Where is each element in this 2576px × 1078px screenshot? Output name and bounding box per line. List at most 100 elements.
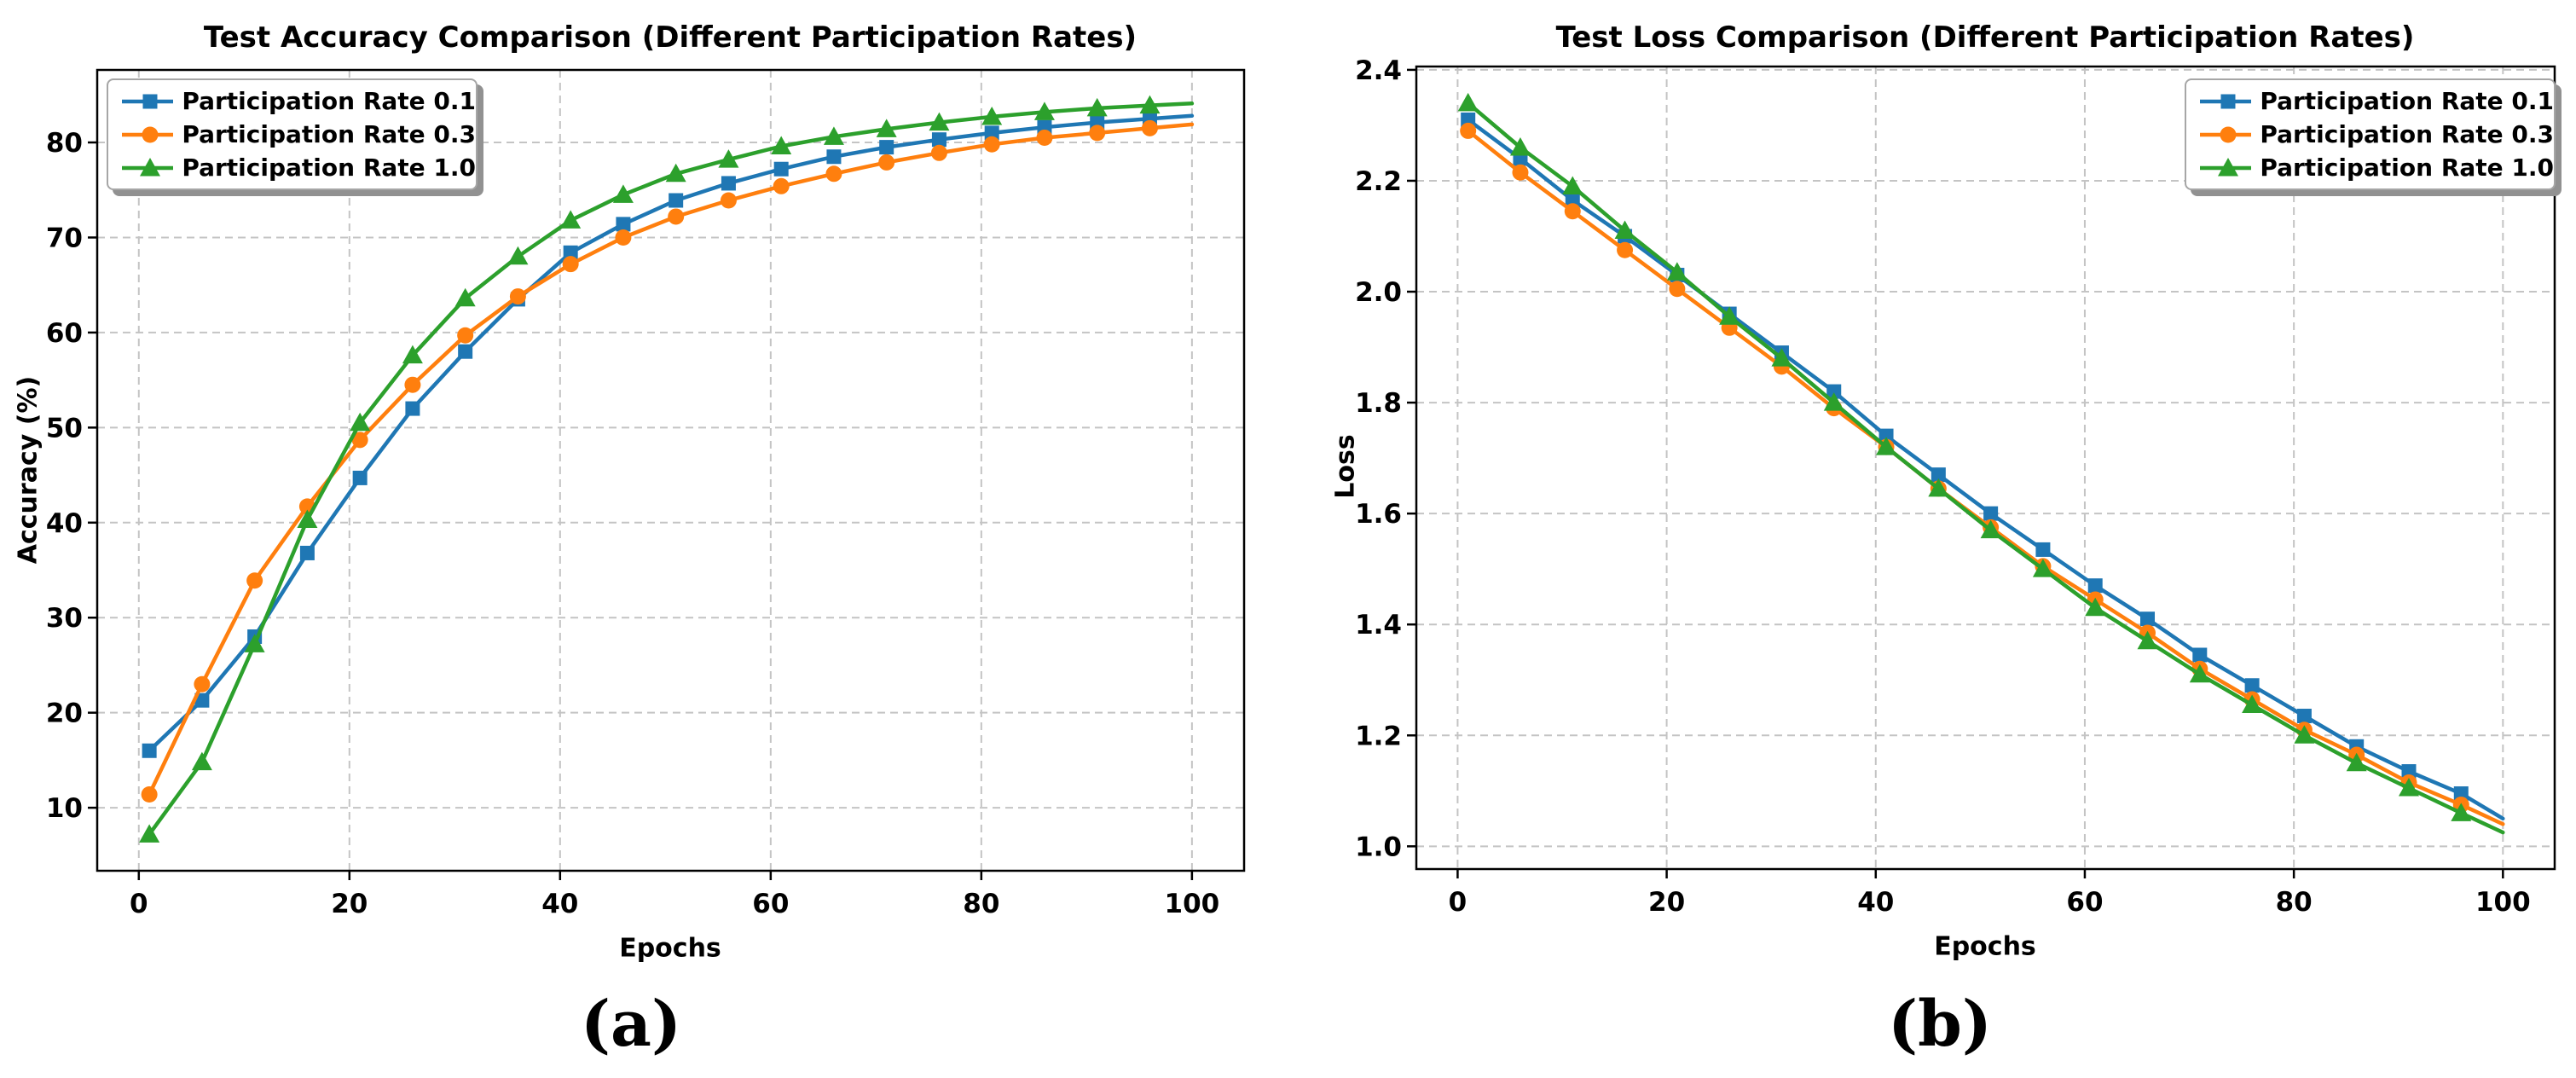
legend-square-marker-icon bbox=[122, 94, 174, 108]
series-marker-participation-rate-1.0 bbox=[2346, 752, 2367, 772]
legend-item-rate-1.0: Participation Rate 1.0 bbox=[119, 151, 476, 184]
y-tick-label: 2.0 bbox=[1355, 277, 1402, 308]
x-tick-label: 40 bbox=[1857, 887, 1894, 918]
y-tick-label: 10 bbox=[46, 793, 83, 824]
series-marker-participation-rate-0.1 bbox=[299, 545, 315, 560]
y-tick-label: 1.8 bbox=[1355, 388, 1402, 419]
loss-plot-area: 0 20 40 60 80 100 1.0 1.2 1.4 1.6 1.8 2.0 2.2 2.4 bbox=[1355, 55, 2556, 918]
series-marker-participation-rate-1.0 bbox=[191, 751, 212, 771]
series-marker-participation-rate-0.1 bbox=[1931, 467, 1946, 483]
legend-sample-marker bbox=[140, 157, 160, 176]
series-marker-participation-rate-0.1 bbox=[826, 149, 842, 165]
series-marker-participation-rate-1.0 bbox=[2294, 725, 2315, 744]
x-tick-label: 100 bbox=[1165, 889, 1220, 919]
series-marker-participation-rate-1.0 bbox=[1771, 348, 1792, 367]
y-tick-label: 2.4 bbox=[1355, 55, 1402, 86]
loss-legend: Participation Rate 0.1 Participation Rat… bbox=[2185, 78, 2556, 190]
series-marker-participation-rate-0.3 bbox=[1141, 119, 1158, 136]
series-marker-participation-rate-0.1 bbox=[2244, 678, 2260, 693]
series-marker-participation-rate-1.0 bbox=[929, 112, 950, 131]
series-marker-participation-rate-0.1 bbox=[458, 344, 473, 359]
y-tick-label: 2.2 bbox=[1355, 166, 1402, 197]
legend-label: Participation Rate 1.0 bbox=[2260, 154, 2554, 182]
series-marker-participation-rate-0.1 bbox=[405, 401, 420, 416]
series-marker-participation-rate-0.1 bbox=[984, 125, 999, 141]
y-tick-label: 20 bbox=[46, 698, 83, 729]
series-marker-participation-rate-1.0 bbox=[2137, 630, 2158, 650]
x-tick-label: 60 bbox=[752, 889, 789, 919]
series-marker-participation-rate-0.3 bbox=[509, 288, 526, 305]
x-tick-label: 0 bbox=[130, 889, 148, 919]
series-marker-participation-rate-1.0 bbox=[1562, 176, 1583, 194]
series-marker-participation-rate-1.0 bbox=[981, 106, 1003, 125]
series-marker-participation-rate-0.3 bbox=[1617, 241, 1634, 258]
series-marker-participation-rate-0.1 bbox=[773, 161, 789, 177]
loss-y-axis-label: Loss bbox=[1330, 434, 1361, 499]
series-marker-participation-rate-0.3 bbox=[1460, 122, 1477, 139]
series-marker-participation-rate-0.3 bbox=[1089, 125, 1106, 142]
caption-b: (b) bbox=[1888, 988, 1992, 1061]
legend-label: Participation Rate 0.3 bbox=[182, 120, 476, 148]
y-tick-label: 30 bbox=[46, 603, 83, 634]
y-tick-label: 40 bbox=[46, 508, 83, 539]
accuracy-legend: Participation Rate 0.1 Participation Rat… bbox=[107, 78, 478, 190]
legend-sample-marker bbox=[2220, 94, 2236, 108]
y-tick-label: 1.6 bbox=[1355, 499, 1402, 530]
legend-sample-marker bbox=[2220, 126, 2237, 142]
legend-label: Participation Rate 0.3 bbox=[2260, 120, 2554, 148]
series-marker-participation-rate-0.3 bbox=[930, 144, 947, 161]
series-marker-participation-rate-1.0 bbox=[1719, 306, 1740, 325]
series-marker-participation-rate-1.0 bbox=[1666, 262, 1687, 281]
series-participation-rate-0.3 bbox=[141, 119, 1195, 803]
series-marker-participation-rate-0.3 bbox=[351, 432, 368, 449]
series-marker-participation-rate-1.0 bbox=[350, 412, 371, 432]
series-marker-participation-rate-0.1 bbox=[931, 132, 946, 148]
series-marker-participation-rate-1.0 bbox=[1086, 97, 1108, 117]
y-tick-label: 1.0 bbox=[1355, 832, 1402, 862]
series-marker-participation-rate-0.1 bbox=[563, 245, 578, 260]
y-tick-label: 50 bbox=[46, 413, 83, 443]
y-tick-label: 70 bbox=[46, 223, 83, 253]
series-marker-participation-rate-0.1 bbox=[879, 140, 894, 155]
series-participation-rate-0.1 bbox=[1461, 112, 2505, 821]
series-marker-participation-rate-1.0 bbox=[771, 136, 792, 154]
series-marker-participation-rate-1.0 bbox=[2398, 778, 2419, 797]
series-marker-participation-rate-1.0 bbox=[876, 119, 897, 137]
series-participation-rate-0.1 bbox=[142, 111, 1195, 758]
legend-square-marker-icon bbox=[2200, 94, 2252, 108]
series-marker-participation-rate-0.1 bbox=[2087, 578, 2103, 594]
loss-plot-border bbox=[1415, 65, 2556, 871]
series-marker-participation-rate-0.3 bbox=[1669, 281, 1686, 298]
loss-x-axis-label: Epochs bbox=[1934, 931, 2036, 962]
series-participation-rate-1.0 bbox=[139, 95, 1195, 843]
series-marker-participation-rate-0.1 bbox=[2192, 647, 2208, 663]
x-tick-label: 40 bbox=[541, 889, 578, 919]
series-marker-participation-rate-0.1 bbox=[352, 470, 368, 485]
series-marker-participation-rate-0.3 bbox=[246, 572, 263, 589]
x-tick-label: 80 bbox=[963, 889, 999, 919]
series-marker-participation-rate-0.1 bbox=[2401, 764, 2417, 780]
legend-label: Participation Rate 0.1 bbox=[2260, 87, 2554, 115]
accuracy-y-axis-label: Accuracy (%) bbox=[13, 375, 43, 565]
series-participation-rate-1.0 bbox=[1457, 92, 2505, 835]
series-marker-participation-rate-1.0 bbox=[297, 509, 318, 528]
legend-item-rate-1.0: Participation Rate 1.0 bbox=[2197, 151, 2554, 184]
series-marker-participation-rate-0.1 bbox=[2035, 542, 2051, 557]
series-participation-rate-0.3 bbox=[1460, 122, 2505, 826]
series-marker-participation-rate-0.3 bbox=[404, 376, 421, 393]
series-marker-participation-rate-0.1 bbox=[1983, 506, 1999, 521]
series-marker-participation-rate-0.3 bbox=[983, 136, 1000, 153]
series-marker-participation-rate-1.0 bbox=[402, 345, 423, 364]
series-marker-participation-rate-0.3 bbox=[457, 327, 474, 344]
series-marker-participation-rate-1.0 bbox=[2085, 597, 2106, 617]
series-marker-participation-rate-1.0 bbox=[244, 634, 265, 652]
series-marker-participation-rate-0.3 bbox=[141, 786, 158, 803]
caption-a: (a) bbox=[581, 988, 681, 1061]
series-marker-participation-rate-0.1 bbox=[2296, 709, 2312, 724]
series-marker-participation-rate-1.0 bbox=[454, 287, 476, 307]
series-marker-participation-rate-0.3 bbox=[615, 229, 632, 246]
legend-label: Participation Rate 0.1 bbox=[182, 87, 476, 115]
series-marker-participation-rate-1.0 bbox=[1509, 136, 1531, 156]
